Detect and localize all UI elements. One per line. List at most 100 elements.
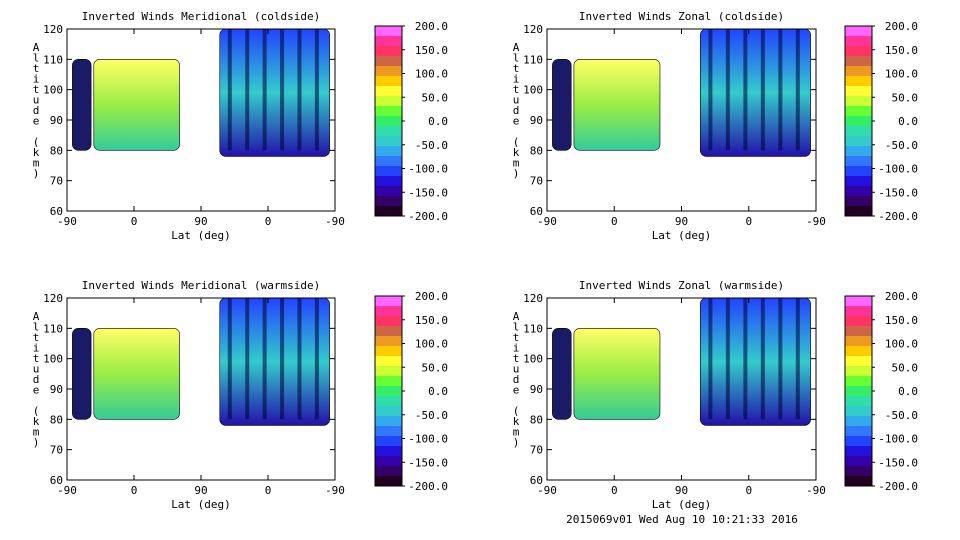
x-tick-label: -90 (57, 215, 77, 228)
x-tick-label: 0 (131, 215, 138, 228)
x-tick-label: 0 (745, 215, 752, 228)
colorbar-swatch (845, 406, 872, 416)
y-tick-label: 120 (523, 23, 543, 36)
colorbar-label: 200.0 (415, 20, 448, 33)
chart-panel: Inverted Winds Meridional (coldside) 60 70… (33, 10, 448, 242)
contour-band (245, 298, 250, 420)
colorbar-label: 0.0 (898, 115, 918, 128)
colorbar-swatch (375, 306, 402, 316)
contour-region (573, 59, 661, 151)
colorbar-label: -200.0 (408, 210, 448, 223)
contour-region (700, 28, 811, 157)
colorbar-swatch (845, 446, 872, 456)
x-axis-label: Lat (deg) (171, 229, 231, 242)
chart-panel: Inverted Winds Meridional (warmside) 60 70… (33, 279, 448, 511)
contour-band (795, 29, 800, 151)
colorbar: 200.0 150.0 100.0 50.0 0.0 -50.0 -100.0 -150.0 -… (374, 290, 448, 493)
colorbar-swatch (845, 66, 872, 76)
colorbar-swatch (375, 436, 402, 446)
contour-band (314, 29, 319, 151)
contour-band (314, 298, 319, 420)
colorbar-swatch (845, 326, 872, 336)
y-tick-label: 110 (43, 53, 63, 66)
colorbar-swatch (845, 386, 872, 396)
colorbar-swatch (845, 186, 872, 196)
colorbar-swatch (845, 346, 872, 356)
colorbar-swatch (845, 336, 872, 346)
colorbar-swatch (845, 466, 872, 476)
colorbar-swatch (845, 106, 872, 116)
y-tick-label: 100 (523, 84, 543, 97)
x-tick-label: 0 (131, 484, 138, 497)
colorbar-swatch (375, 86, 402, 96)
colorbar-label: 200.0 (415, 290, 448, 303)
contour-region (72, 328, 92, 420)
colorbar: 200.0 150.0 100.0 50.0 0.0 -50.0 -100.0 -150.0 -… (844, 290, 918, 493)
colorbar-label: 100.0 (885, 338, 918, 351)
colorbar-swatch (375, 336, 402, 346)
colorbar-swatch (375, 166, 402, 176)
x-tick-label: 0 (611, 484, 618, 497)
colorbar-swatch (375, 376, 402, 386)
colorbar-swatch (375, 406, 402, 416)
chart-title: Inverted Winds Meridional (coldside) (82, 10, 320, 23)
colorbar-swatch (375, 366, 402, 376)
colorbar-swatch (375, 76, 402, 86)
x-tick-label: 0 (745, 484, 752, 497)
colorbar-swatch (845, 76, 872, 86)
colorbar-swatch (375, 136, 402, 146)
colorbar-swatch (375, 156, 402, 166)
colorbar-swatch (845, 206, 872, 216)
y-tick-label: 70 (530, 444, 543, 457)
colorbar-label: -200.0 (878, 480, 918, 493)
colorbar: 200.0 150.0 100.0 50.0 0.0 -50.0 -100.0 -150.0 -… (844, 20, 918, 223)
colorbar-label: -50.0 (415, 409, 448, 422)
colorbar-swatch (845, 146, 872, 156)
contour-band (795, 298, 800, 420)
contour-band (725, 298, 730, 420)
y-tick-label: 80 (50, 413, 63, 426)
colorbar-swatch (845, 176, 872, 186)
colorbar-swatch (845, 116, 872, 126)
y-tick-label: 90 (50, 383, 63, 396)
colorbar-label: 100.0 (885, 68, 918, 81)
colorbar-swatch (375, 126, 402, 136)
colorbar-label: -100.0 (878, 433, 918, 446)
y-tick-label: 110 (523, 322, 543, 335)
colorbar-swatch (375, 206, 402, 216)
contour-region (552, 59, 572, 151)
colorbar-swatch (375, 326, 402, 336)
x-tick-label: 90 (194, 484, 207, 497)
colorbar-swatch (375, 56, 402, 66)
y-tick-label: 60 (50, 205, 63, 218)
colorbar-label: -150.0 (878, 456, 918, 469)
y-tick-label: 110 (43, 322, 63, 335)
colorbar-swatch (375, 36, 402, 46)
chart-title: Inverted Winds Zonal (coldside) (579, 10, 784, 23)
x-tick-label: 90 (194, 215, 207, 228)
contour-band (297, 29, 302, 151)
colorbar-label: 150.0 (885, 314, 918, 327)
x-tick-label: -90 (325, 484, 345, 497)
colorbar-swatch (375, 466, 402, 476)
colorbar-swatch (375, 146, 402, 156)
colorbar-label: 150.0 (415, 314, 448, 327)
x-tick-label: 0 (265, 484, 272, 497)
colorbar-swatch (845, 476, 872, 486)
colorbar-swatch (845, 26, 872, 36)
y-tick-label: 110 (523, 53, 543, 66)
contour-band (227, 298, 232, 420)
y-tick-label: 100 (43, 353, 63, 366)
colorbar-swatch (375, 356, 402, 366)
y-tick-label: 70 (530, 175, 543, 188)
x-tick-label: 90 (675, 215, 688, 228)
colorbar-swatch (845, 426, 872, 436)
colorbar-swatch (375, 186, 402, 196)
colorbar-swatch (845, 436, 872, 446)
colorbar-swatch (375, 196, 402, 206)
colorbar: 200.0 150.0 100.0 50.0 0.0 -50.0 -100.0 -150.0 -… (374, 20, 448, 223)
colorbar-swatch (845, 396, 872, 406)
